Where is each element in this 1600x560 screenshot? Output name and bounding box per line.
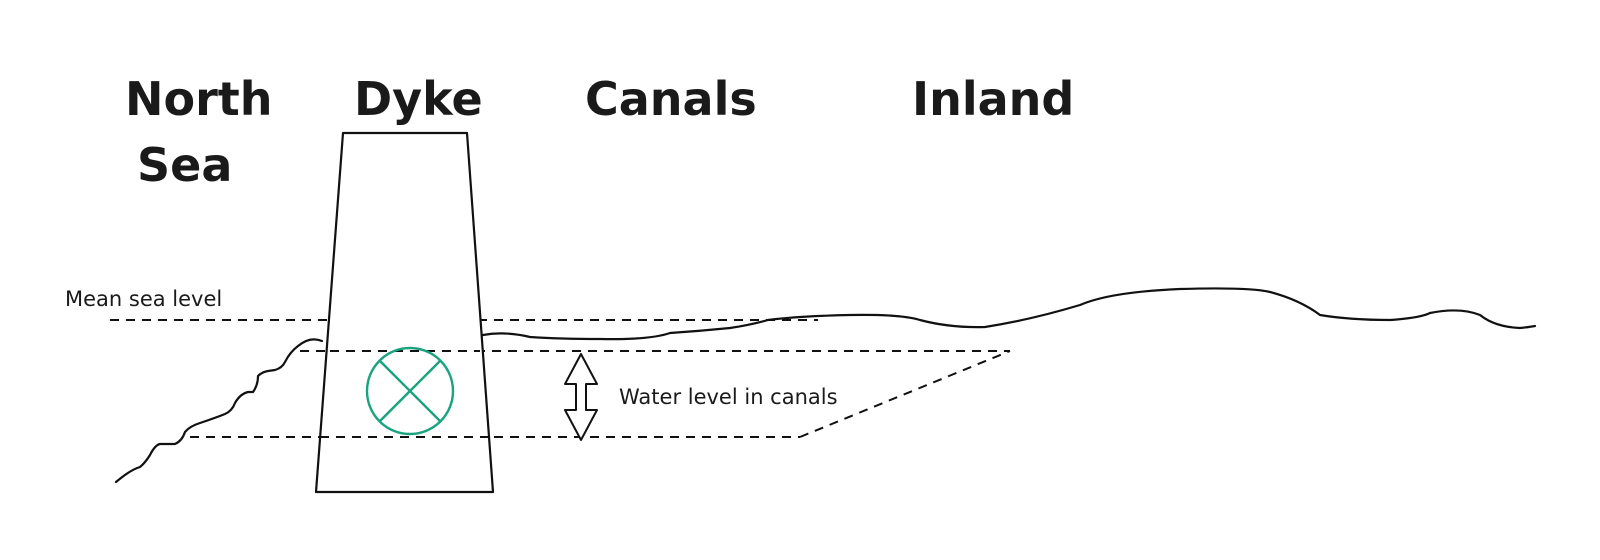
dyke-heading: Dyke: [354, 72, 483, 126]
north-sea-heading-line1: North: [125, 72, 273, 126]
north-sea-heading-line2: Sea: [137, 138, 232, 192]
pump-symbol-icon: [365, 346, 455, 436]
canal-bank-slope-line: [799, 350, 1011, 438]
sea-floor-profile: [114, 338, 324, 484]
inland-heading: Inland: [912, 72, 1074, 126]
mean-sea-level-label: Mean sea level: [65, 287, 222, 311]
inland-ground-profile: [481, 287, 1537, 341]
canals-heading: Canals: [585, 72, 757, 126]
dyke-body: [314, 131, 495, 494]
water-level-label: Water level in canals: [619, 385, 838, 409]
double-arrow-icon: [564, 353, 598, 441]
